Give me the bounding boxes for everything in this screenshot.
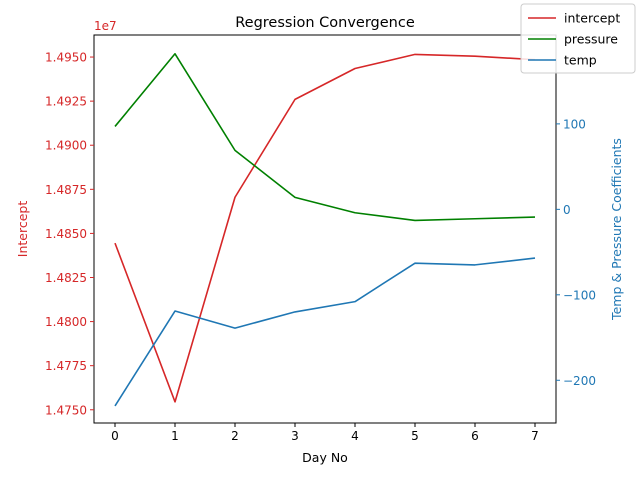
left-y-tick-label: 1.4875 [45, 183, 87, 197]
x-tick-label: 1 [171, 429, 179, 443]
left-y-tick-label: 1.4850 [45, 227, 87, 241]
right-y-tick-label: 100 [563, 117, 586, 131]
x-tick-label: 6 [471, 429, 479, 443]
left-y-tick-label: 1.4775 [45, 359, 87, 373]
left-y-tick-label: 1.4750 [45, 403, 87, 417]
left-y-tick-label: 1.4925 [45, 95, 87, 109]
legend-label-pressure: pressure [564, 32, 618, 47]
x-tick-label: 0 [111, 429, 119, 443]
x-tick-label: 2 [231, 429, 239, 443]
plot-area-frame [93, 34, 557, 424]
left-axis-label: Intercept [15, 201, 30, 258]
series-line-temp [114, 257, 536, 407]
chart-title: Regression Convergence [235, 15, 415, 31]
legend: intercept pressure temp [520, 3, 636, 74]
x-tick-label: 3 [291, 429, 299, 443]
left-y-tick-label: 1.4825 [45, 271, 87, 285]
left-y-tick-label: 1.4950 [45, 51, 87, 65]
right-y-axis: −200 −100 0 100 [556, 117, 596, 388]
x-tick-label: 4 [351, 429, 359, 443]
series-line-intercept [114, 53, 536, 403]
right-axis-label: Temp & Pressure Coefficients [609, 138, 624, 321]
left-y-axis: 1.4750 1.4775 1.4800 1.4825 1.4850 1.4875 1.49… [45, 51, 94, 417]
right-y-tick-label: −100 [563, 288, 596, 302]
x-axis: 0 1 2 3 4 5 6 7 [111, 423, 539, 443]
x-axis-label: Day No [302, 450, 348, 465]
left-axis-offset-label: 1e7 [94, 19, 117, 33]
legend-box [520, 3, 636, 74]
legend-label-temp: temp [564, 53, 597, 68]
legend-label-intercept: intercept [564, 11, 620, 26]
right-y-tick-label: −200 [563, 374, 596, 388]
series-line-pressure [114, 52, 536, 222]
right-y-tick-label: 0 [563, 203, 571, 217]
x-tick-label: 7 [531, 429, 539, 443]
x-tick-label: 5 [411, 429, 419, 443]
left-y-tick-label: 1.4900 [45, 139, 87, 153]
left-y-tick-label: 1.4800 [45, 315, 87, 329]
series-layer [114, 52, 536, 407]
